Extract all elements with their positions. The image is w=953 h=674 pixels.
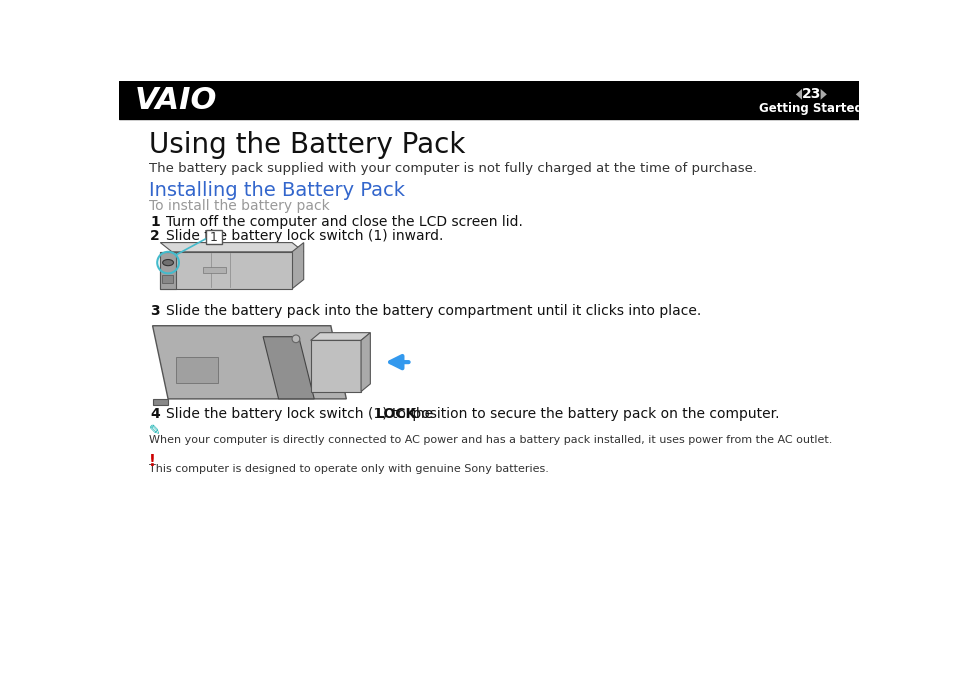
- Text: Turn off the computer and close the LCD screen lid.: Turn off the computer and close the LCD …: [166, 215, 522, 229]
- Bar: [160, 252, 292, 288]
- Circle shape: [292, 335, 299, 342]
- Polygon shape: [795, 89, 801, 100]
- Text: 23: 23: [801, 88, 821, 101]
- Text: Getting Started: Getting Started: [759, 102, 862, 115]
- Text: 2: 2: [150, 228, 160, 243]
- Text: Installing the Battery Pack: Installing the Battery Pack: [149, 181, 404, 200]
- Bar: [119, 81, 858, 119]
- Text: Slide the battery lock switch (1) inward.: Slide the battery lock switch (1) inward…: [166, 228, 442, 243]
- Text: Slide the battery pack into the battery compartment until it clicks into place.: Slide the battery pack into the battery …: [166, 304, 700, 318]
- Polygon shape: [820, 89, 826, 100]
- Bar: [311, 340, 360, 392]
- Text: 3: 3: [150, 304, 160, 318]
- FancyBboxPatch shape: [206, 231, 221, 244]
- Text: LOCK: LOCK: [375, 407, 417, 421]
- Text: !: !: [149, 454, 155, 468]
- Text: When your computer is directly connected to AC power and has a battery pack inst: When your computer is directly connected…: [149, 435, 831, 445]
- Polygon shape: [311, 333, 370, 340]
- Text: Using the Battery Pack: Using the Battery Pack: [149, 131, 465, 159]
- Text: position to secure the battery pack on the computer.: position to secure the battery pack on t…: [408, 407, 779, 421]
- Bar: [160, 252, 175, 288]
- Ellipse shape: [162, 259, 173, 266]
- Bar: [162, 275, 172, 282]
- Polygon shape: [160, 243, 303, 252]
- Text: 1: 1: [150, 215, 160, 229]
- Text: To install the battery pack: To install the battery pack: [149, 200, 329, 214]
- Polygon shape: [152, 326, 346, 399]
- Polygon shape: [292, 243, 303, 288]
- Text: This computer is designed to operate only with genuine Sony batteries.: This computer is designed to operate onl…: [149, 464, 548, 474]
- Bar: [203, 267, 226, 274]
- Polygon shape: [152, 399, 168, 405]
- Text: 4: 4: [150, 407, 160, 421]
- Text: VAIO: VAIO: [134, 86, 217, 115]
- Text: The battery pack supplied with your computer is not fully charged at the time of: The battery pack supplied with your comp…: [149, 162, 756, 175]
- Text: Slide the battery lock switch (1) to the: Slide the battery lock switch (1) to the: [166, 407, 436, 421]
- Text: 1: 1: [210, 231, 217, 244]
- Text: ✎: ✎: [149, 425, 160, 438]
- Polygon shape: [360, 333, 370, 392]
- Bar: [175, 357, 218, 384]
- Polygon shape: [263, 337, 314, 399]
